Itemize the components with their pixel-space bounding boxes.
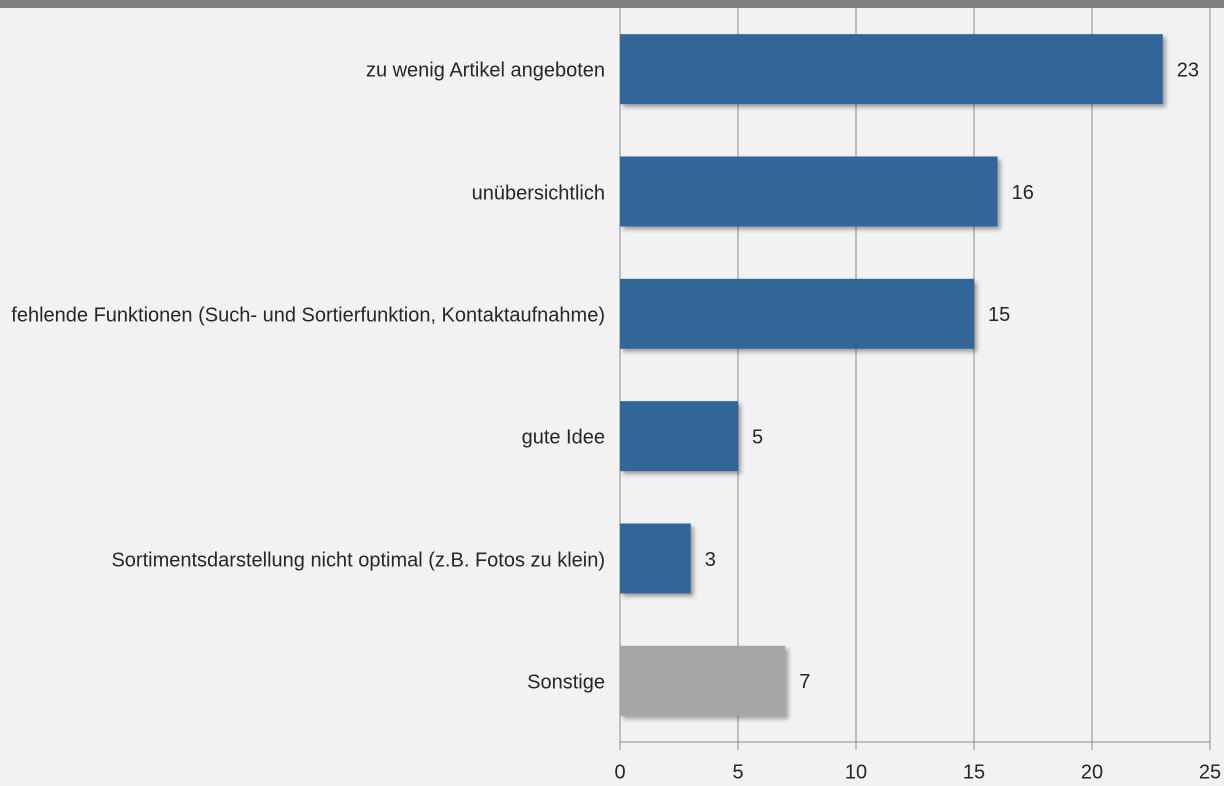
bar — [620, 401, 738, 472]
value-label: 15 — [988, 304, 1010, 326]
x-tick-label: 10 — [845, 761, 867, 783]
x-tick-label: 5 — [732, 761, 743, 783]
category-label: fehlende Funktionen (Such- und Sortierfu… — [11, 304, 605, 327]
bar — [620, 34, 1163, 105]
top-bar — [0, 0, 1224, 8]
bar — [620, 278, 974, 349]
category-label: Sortimentsdarstellung nicht optimal (z.B… — [111, 549, 605, 571]
value-label: 16 — [1012, 182, 1034, 204]
bar — [620, 156, 998, 227]
value-label: 23 — [1177, 59, 1199, 81]
bar — [620, 523, 691, 594]
category-label: zu wenig Artikel angeboten — [365, 59, 605, 82]
value-label: 5 — [752, 426, 763, 448]
value-label: 7 — [799, 671, 810, 693]
x-tick-label: 25 — [1199, 761, 1221, 783]
x-tick-label: 15 — [963, 761, 985, 783]
x-tick-label: 20 — [1081, 761, 1103, 783]
bar — [620, 645, 786, 716]
category-label: unübersichtlich — [471, 182, 605, 204]
value-label: 3 — [705, 549, 716, 571]
category-label: gute Idee — [521, 426, 605, 449]
x-tick-label: 0 — [614, 761, 625, 783]
category-label: Sonstige — [527, 671, 605, 694]
